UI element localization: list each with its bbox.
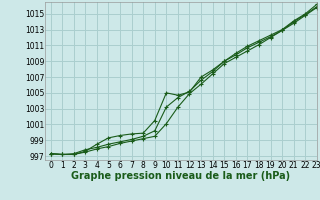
X-axis label: Graphe pression niveau de la mer (hPa): Graphe pression niveau de la mer (hPa) <box>71 171 290 181</box>
